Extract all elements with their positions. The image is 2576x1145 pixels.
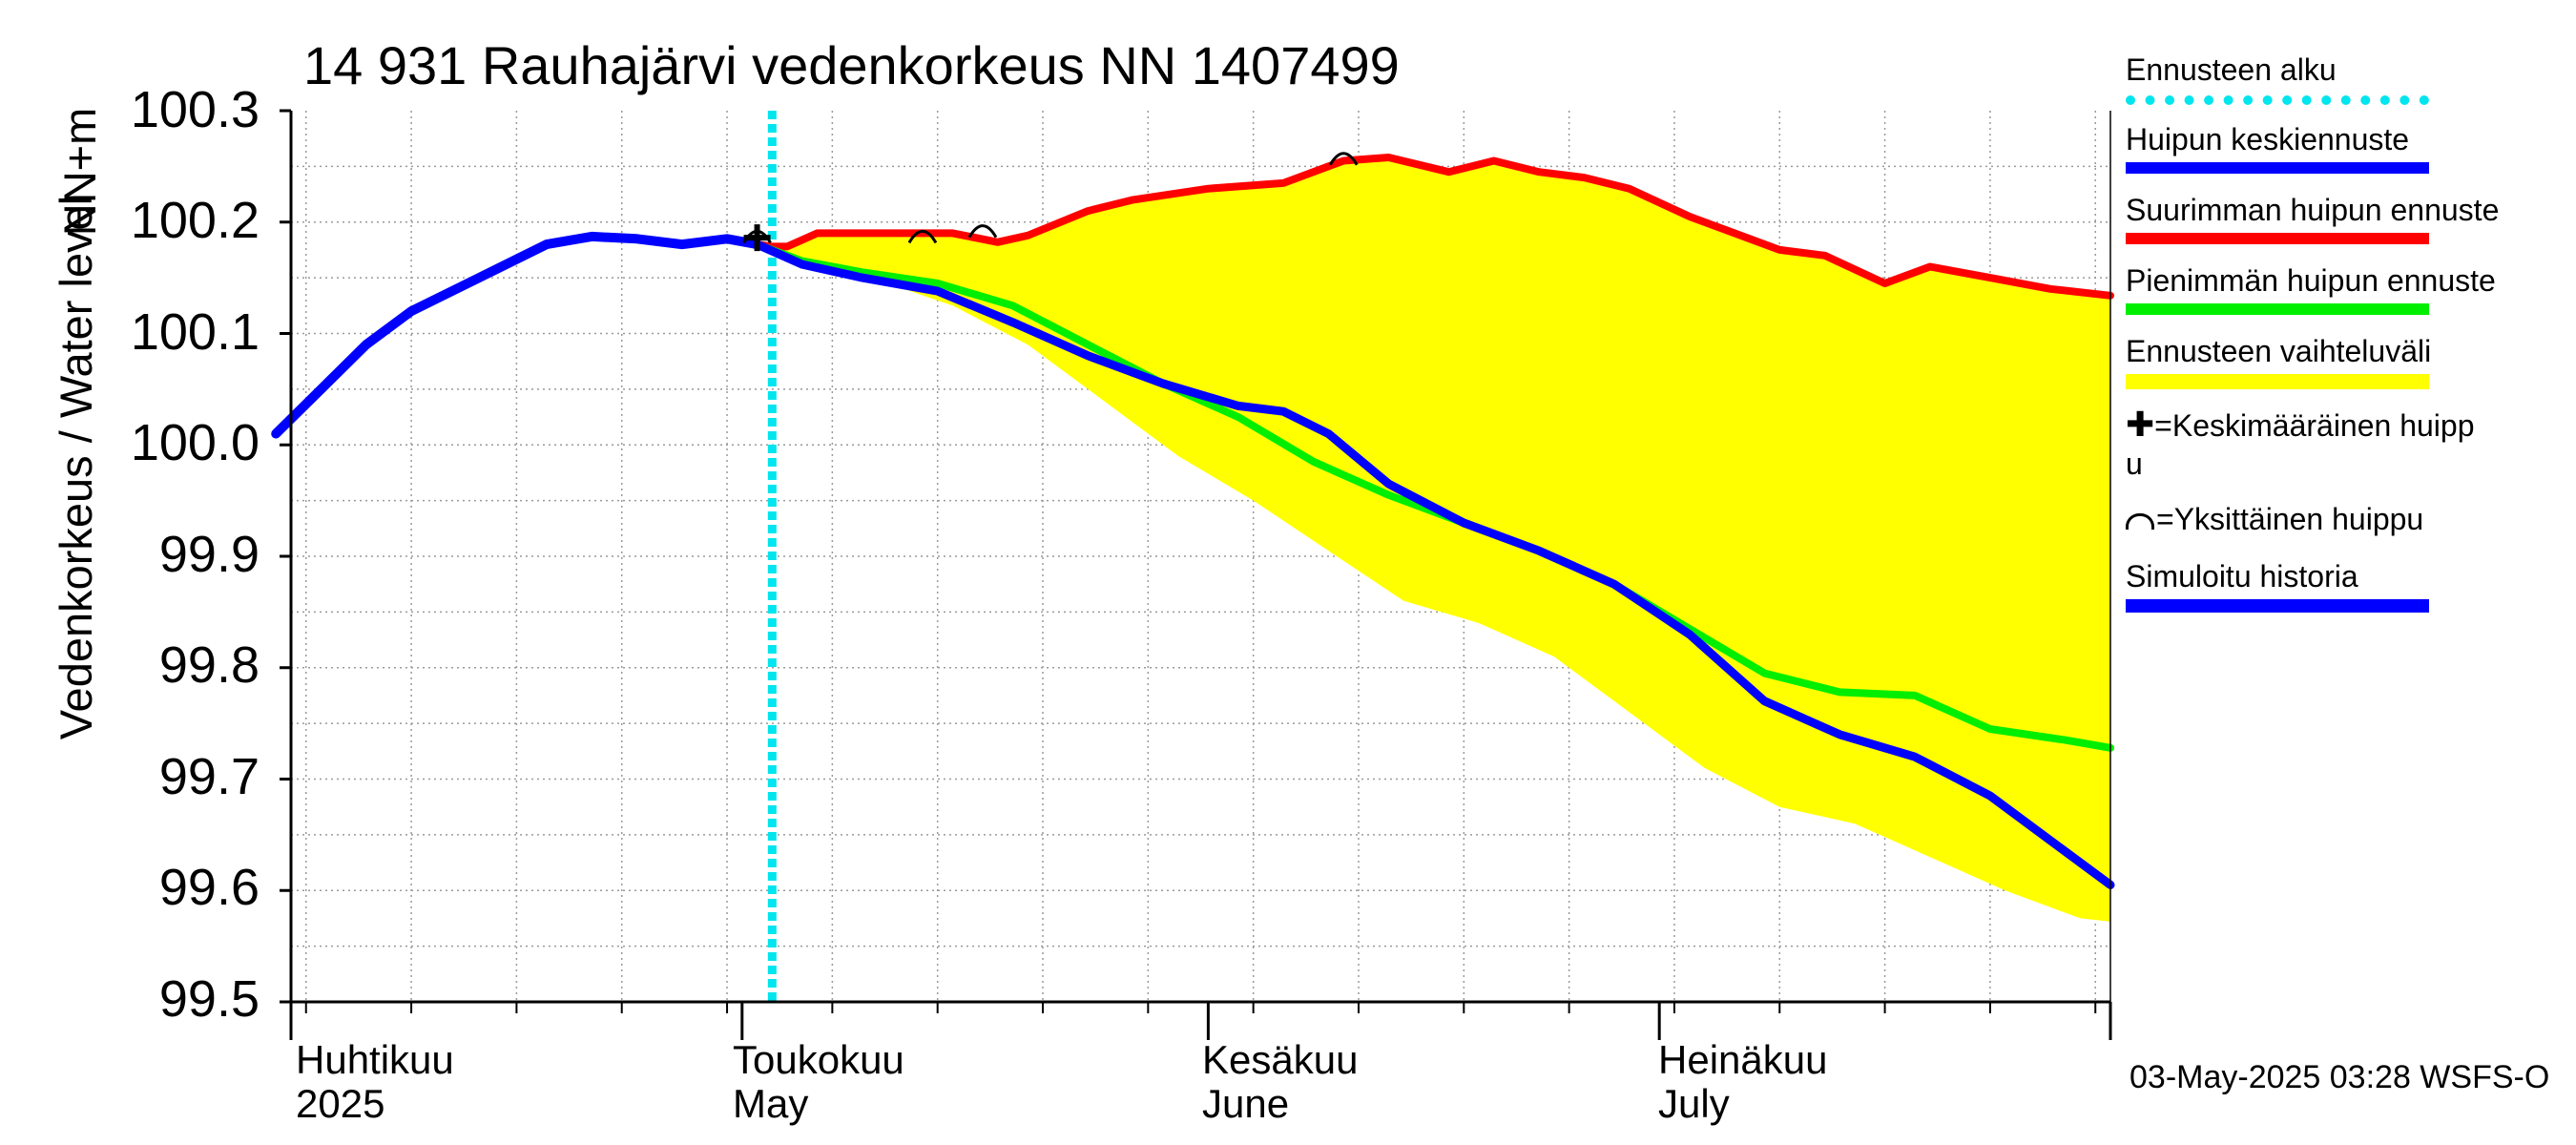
y-tick-label: 99.9 — [158, 526, 260, 583]
month-name: Heinäkuu — [1658, 1037, 1828, 1082]
y-tick-label: 99.5 — [158, 970, 260, 1028]
legend-label-max-forecast: Suurimman huipun ennuste — [2126, 193, 2500, 227]
single-peak-marker — [907, 229, 938, 244]
legend-mean-peak-wrap: u — [2126, 447, 2143, 481]
legend-swatch-max-forecast — [2126, 233, 2429, 244]
plus-marker-icon: ✚ — [2126, 405, 2155, 444]
month-label-july: Heinäkuu July — [1658, 1038, 1827, 1126]
month-sub: July — [1658, 1081, 1730, 1126]
legend-single-peak: =Yksittäinen huippu — [2126, 502, 2423, 537]
single-peak-marker — [1328, 152, 1359, 166]
legend-swatch-forecast-start — [2126, 95, 2429, 105]
month-sub: 2025 — [296, 1081, 385, 1126]
month-label-june: Kesäkuu June — [1202, 1038, 1358, 1126]
min-forecast-line — [753, 240, 2114, 752]
legend-label-range: Ennusteen vaihteluväli — [2126, 334, 2432, 368]
y-tick-label: 100.0 — [130, 414, 260, 471]
arc-marker-icon — [2126, 513, 2154, 531]
legend-mean-peak: ✚=Keskimääräinen huipp — [2126, 405, 2475, 445]
month-name: Toukokuu — [733, 1037, 904, 1082]
month-label-april: Huhtikuu 2025 — [296, 1038, 454, 1126]
history-line — [271, 231, 762, 439]
single-peak-marker — [742, 229, 772, 244]
legend-label-mean-forecast: Huipun keskiennuste — [2126, 122, 2410, 156]
max-forecast-line — [753, 154, 2114, 300]
month-name: Huhtikuu — [296, 1037, 454, 1082]
chart-title: 14 931 Rauhajärvi vedenkorkeus NN 140749… — [303, 35, 1400, 95]
legend-swatch-mean-forecast — [2126, 162, 2429, 174]
legend-label-min-forecast: Pienimmän huipun ennuste — [2126, 263, 2496, 298]
y-tick-label: 100.3 — [130, 81, 260, 138]
legend-swatch-range — [2126, 374, 2429, 389]
legend-mean-peak-label: =Keskimääräinen huipp — [2154, 408, 2475, 443]
legend-label-forecast-start: Ennusteen alku — [2126, 52, 2337, 87]
y-axis-unit: NN+m — [54, 107, 105, 237]
legend-swatch-history — [2126, 599, 2429, 613]
month-sub: June — [1202, 1081, 1290, 1126]
legend-label-history: Simuloitu historia — [2126, 559, 2358, 593]
y-tick-label: 99.6 — [158, 859, 260, 916]
y-tick-label: 100.1 — [130, 303, 260, 361]
month-label-may: Toukokuu May — [733, 1038, 904, 1126]
mean-forecast-line — [753, 239, 2115, 889]
y-tick-label: 99.8 — [158, 636, 260, 694]
month-sub: May — [733, 1081, 809, 1126]
y-tick-label: 99.7 — [158, 748, 260, 805]
month-name: Kesäkuu — [1202, 1037, 1359, 1082]
timestamp-footer: 03-May-2025 03:28 WSFS-O — [2129, 1059, 2550, 1095]
legend-swatch-min-forecast — [2126, 303, 2429, 315]
single-peak-marker — [967, 224, 998, 239]
legend-single-peak-label: =Yksittäinen huippu — [2156, 502, 2424, 536]
y-tick-label: 100.2 — [130, 192, 260, 249]
